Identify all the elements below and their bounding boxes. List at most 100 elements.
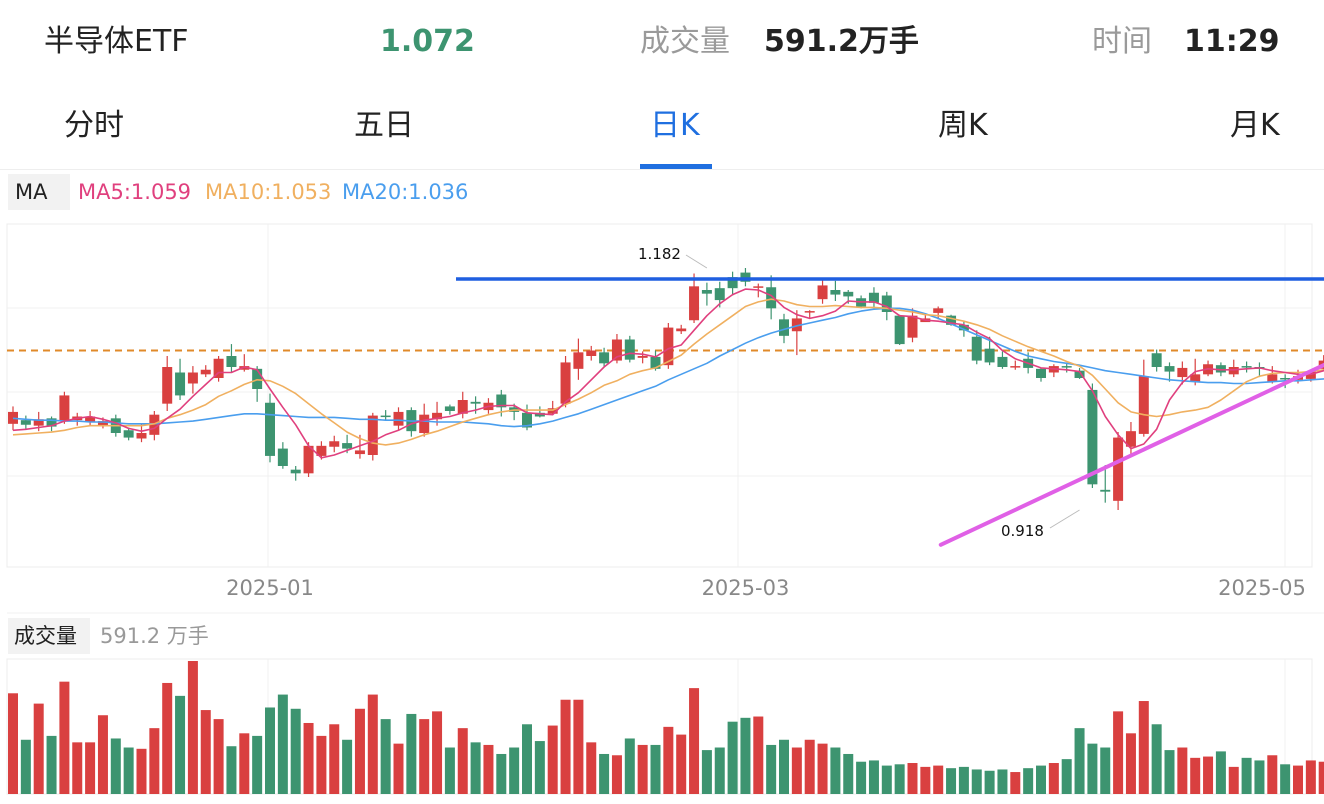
volume-bar	[509, 747, 520, 794]
candlestick-series	[8, 268, 1324, 510]
volume-bar	[239, 733, 250, 794]
volume-bar	[1151, 724, 1162, 794]
x-axis-ticks: 2025-01 2025-03 2025-05	[226, 576, 1306, 600]
candle-body	[946, 315, 957, 325]
candle-body	[1241, 366, 1252, 368]
volume-bar	[830, 747, 841, 794]
candle-body	[367, 415, 378, 455]
volume-bar	[393, 743, 404, 794]
volume-bar	[663, 726, 674, 794]
candle-body	[342, 443, 353, 449]
candle-body	[1074, 370, 1085, 378]
candle-body	[676, 328, 687, 332]
candle-body	[149, 414, 160, 435]
volume-bar	[856, 761, 867, 794]
security-name: 半导体ETF	[44, 24, 189, 59]
candle-body	[804, 311, 815, 313]
volume-bar	[971, 769, 982, 794]
volume-bar	[444, 747, 455, 794]
candle-body	[1100, 489, 1111, 492]
candle-body	[958, 324, 969, 331]
volume-bar	[676, 734, 687, 794]
volume-bar	[586, 742, 597, 794]
volume-bar	[714, 747, 725, 794]
volume-bar	[187, 661, 198, 794]
quote-header: 半导体ETF 1.072 成交量 591.2万手 时间 11:29	[0, 0, 1324, 84]
candle-body	[123, 430, 134, 438]
candle-body	[766, 287, 777, 309]
volume-bar	[766, 744, 777, 794]
candle-body	[1215, 365, 1226, 373]
ma-indicator-chip[interactable]: MA	[8, 174, 70, 210]
candle-body	[252, 368, 263, 389]
volume-bar	[1241, 757, 1252, 794]
volume-bar	[791, 747, 802, 794]
legend-ma20: MA20:1.036	[342, 180, 469, 204]
candle-body	[894, 315, 905, 345]
candle-body	[779, 319, 789, 336]
candle-body	[830, 290, 841, 295]
volume-bar	[1280, 764, 1291, 794]
volume-bar	[483, 744, 494, 794]
volume-indicator-chip[interactable]: 成交量	[8, 618, 90, 654]
candle-body	[265, 402, 275, 456]
candle-body	[1305, 371, 1316, 379]
candle-body	[419, 414, 430, 433]
chart-grid	[6, 223, 1324, 795]
volume-bar	[406, 713, 417, 794]
candle-body	[20, 420, 31, 425]
active-tab-indicator	[640, 164, 712, 169]
volume-bar	[59, 681, 70, 794]
candle-body	[393, 411, 404, 426]
volume-bar	[162, 682, 173, 794]
candle-body	[432, 412, 443, 420]
volume-bar	[650, 744, 661, 794]
volume-bar	[984, 770, 995, 794]
candle-body	[727, 277, 738, 289]
candle-body	[162, 367, 173, 404]
volume-bar	[1036, 765, 1046, 794]
time-label: 时间	[1092, 24, 1152, 59]
volume-bar	[303, 722, 314, 794]
candle-body	[175, 372, 186, 396]
volume-bar	[470, 742, 481, 794]
volume-bar	[1305, 760, 1316, 794]
tab-daily-k[interactable]: 日K	[650, 108, 700, 143]
candle-body	[791, 318, 802, 332]
candle-body	[1113, 437, 1124, 501]
candle-body	[97, 421, 108, 426]
tab-five-day[interactable]: 五日	[354, 108, 414, 143]
volume-bar	[290, 708, 301, 794]
candle-body	[1061, 366, 1072, 368]
volume-bar	[277, 694, 288, 794]
volume-bar	[367, 694, 378, 794]
candle-body	[213, 358, 224, 378]
candle-body	[868, 292, 879, 303]
volume-bar	[136, 748, 147, 794]
candle-body	[1164, 366, 1175, 372]
tab-monthly-k[interactable]: 月K	[1230, 108, 1280, 143]
x-tick-label: 2025-05	[1218, 576, 1306, 600]
volume-bar	[213, 719, 224, 794]
candle-body	[1125, 431, 1136, 447]
x-tick-label: 2025-03	[702, 576, 790, 600]
volume-bar	[1125, 733, 1136, 794]
volume-bar	[20, 739, 31, 794]
candle-body	[1267, 374, 1278, 382]
volume-bar	[1203, 756, 1214, 794]
volume-bar	[843, 753, 854, 794]
volume-bar	[1048, 763, 1059, 794]
tab-intraday[interactable]: 分时	[64, 108, 124, 143]
volume-bar	[46, 735, 57, 794]
candle-body	[997, 356, 1008, 367]
low-annotation-leader	[1049, 509, 1080, 529]
candle-body	[740, 272, 751, 282]
candle-body	[187, 372, 198, 384]
tab-weekly-k[interactable]: 周K	[938, 108, 988, 143]
volume-bar	[149, 728, 160, 794]
volume-bar	[1138, 701, 1149, 794]
volume-bar	[534, 741, 545, 794]
period-tabs: 分时 五日 日K 周K 月K	[0, 92, 1324, 170]
candle-body	[239, 366, 250, 370]
